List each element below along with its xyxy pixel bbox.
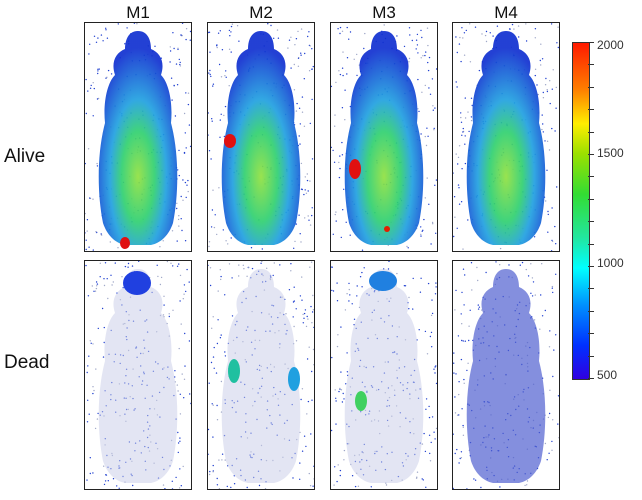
colorbar-tick — [588, 131, 594, 133]
column-label-m4: M4 — [494, 3, 518, 22]
colorbar-label-1000: 1000 — [597, 256, 624, 270]
mouse-image-dead-m3 — [330, 260, 438, 490]
colorbar-label-500: 500 — [597, 368, 618, 382]
mouse-image-alive-m4 — [452, 22, 560, 252]
colorbar-tick — [588, 64, 594, 66]
colorbar-tick — [588, 288, 594, 290]
colorbar — [572, 42, 590, 380]
row-label-alive: Alive — [4, 146, 46, 167]
colorbar-tick — [588, 221, 594, 223]
colorbar-tick — [588, 198, 594, 200]
mouse-image-alive-m1 — [84, 22, 192, 252]
mouse-image-dead-m1 — [84, 260, 192, 490]
colorbar-tick — [588, 86, 594, 88]
colorbar-tick — [588, 266, 594, 267]
colorbar-label-1500: 1500 — [597, 146, 624, 160]
column-label-m3: M3 — [372, 3, 396, 22]
colorbar-label-2000: 2000 — [597, 38, 624, 52]
colorbar-tick — [588, 154, 594, 155]
mouse-image-alive-m3 — [330, 22, 438, 252]
mouse-image-alive-m2 — [207, 22, 315, 252]
column-label-m1: M1 — [126, 3, 150, 22]
column-label-m2: M2 — [249, 3, 273, 22]
colorbar-tick — [588, 355, 594, 357]
colorbar-tick — [588, 109, 594, 111]
colorbar-tick — [588, 378, 594, 379]
mouse-image-dead-m4 — [452, 260, 560, 490]
colorbar-tick — [588, 243, 594, 245]
mouse-image-dead-m2 — [207, 260, 315, 490]
colorbar-tick — [588, 42, 594, 43]
colorbar-tick — [588, 176, 594, 178]
row-label-dead: Dead — [4, 352, 50, 373]
colorbar-tick — [588, 310, 594, 312]
colorbar-tick — [588, 333, 594, 335]
